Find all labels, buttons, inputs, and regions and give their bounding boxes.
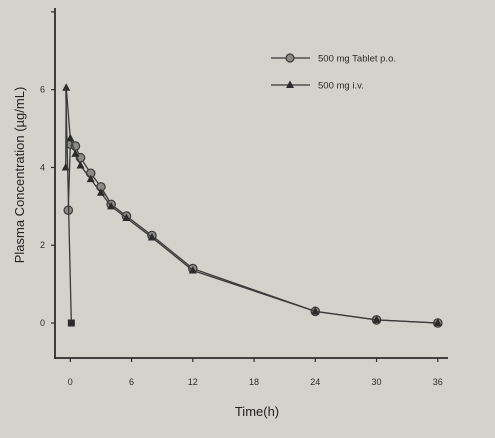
series-1-point-12 [372,315,381,323]
x-tick-label-5: 30 [372,377,382,387]
x-tick-label-1: 6 [129,377,134,387]
x-tick-label-3: 18 [249,377,259,387]
y-axis-label: Plasma Concentration (µg/mL) [12,87,27,264]
series-1-point-5 [86,174,95,183]
legend-label-0: 500 mg Tablet p.o. [318,54,396,65]
series-1-point-9 [147,232,156,241]
x-tick-label-6: 36 [433,377,443,387]
legend: 500 mg Tablet p.o. 500 mg i.v. [271,53,396,92]
series-1-point-1 [62,83,71,91]
series-2-point-1 [67,319,75,327]
series-1-point-13 [433,318,442,326]
legend-marker-1 [286,80,294,88]
series-line-1 [65,87,438,324]
x-tick-label-2: 12 [188,377,198,387]
series-line-2 [65,87,72,324]
y-tick-label-3: 6 [40,85,45,95]
series-1-point-3 [71,149,80,157]
series-layer [61,83,443,328]
series-1-point-7 [107,201,116,210]
legend-marker-0 [285,53,295,63]
series-1-point-2 [66,133,75,142]
series-1-point-11 [311,306,320,315]
series-1-point-0 [61,162,70,171]
series-1-point-10 [188,266,197,274]
legend-label-1: 500 mg i.v. [318,81,364,92]
x-tick-label-0: 0 [68,377,73,387]
x-tick-label-4: 24 [310,377,320,387]
y-tick-label-2: 4 [40,162,45,172]
x-axis-label: Time(h) [235,404,279,419]
series-1-point-6 [96,188,105,196]
series-line-0 [67,143,438,324]
series-1-point-4 [76,161,85,169]
series-1-point-8 [122,213,131,221]
y-tick-label-0: 0 [40,318,45,328]
y-tick-label-1: 2 [40,240,45,250]
